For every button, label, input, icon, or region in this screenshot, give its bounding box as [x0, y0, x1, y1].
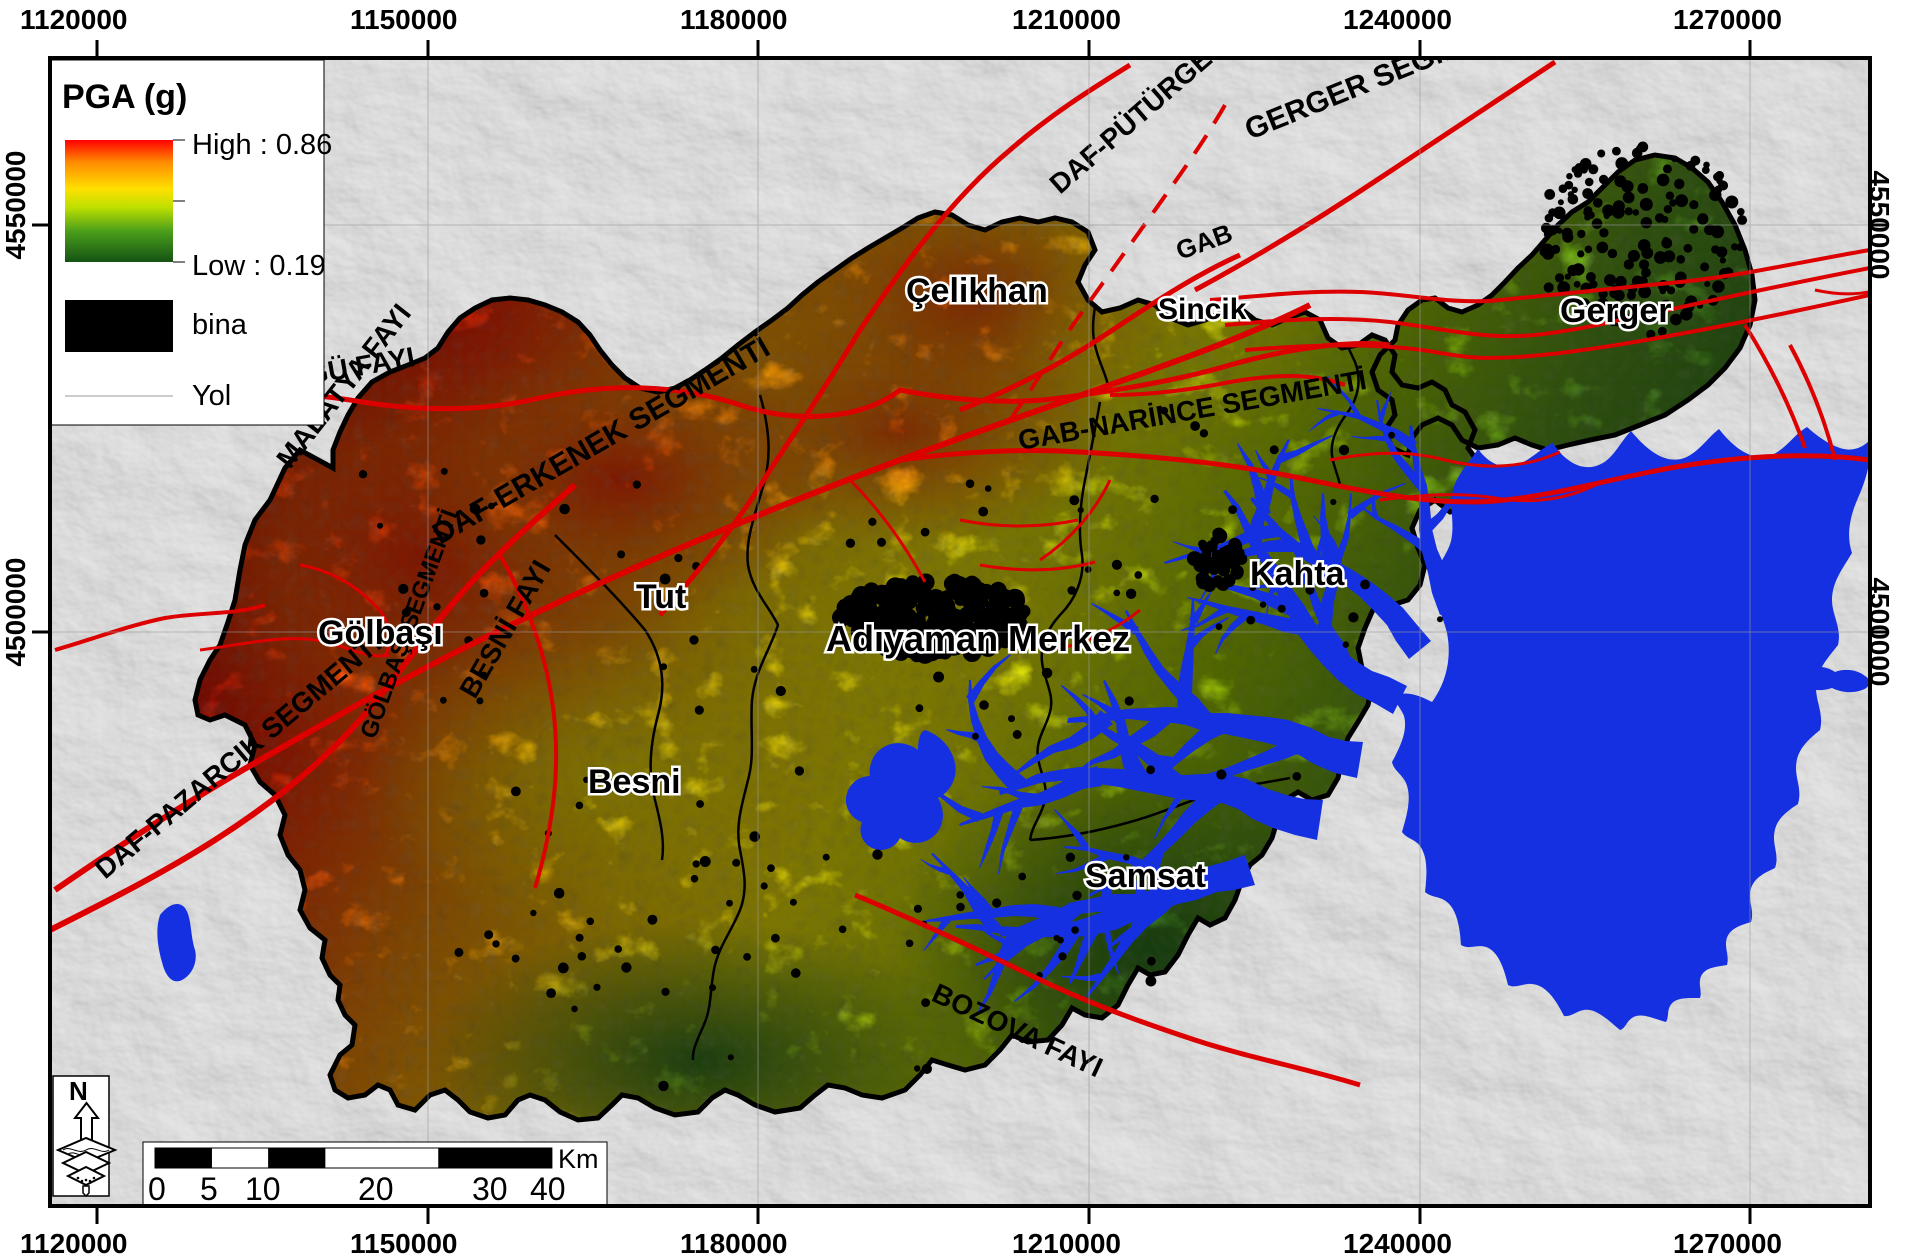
- svg-text:bina: bina: [192, 309, 248, 341]
- svg-text:Yol: Yol: [192, 380, 231, 412]
- svg-text:40: 40: [530, 1171, 566, 1207]
- svg-text:10: 10: [245, 1171, 281, 1207]
- svg-text:30: 30: [472, 1171, 508, 1207]
- svg-text:0: 0: [148, 1171, 166, 1207]
- svg-text:Km: Km: [558, 1144, 599, 1174]
- svg-text:N: N: [69, 1076, 88, 1106]
- svg-text:High : 0.86: High : 0.86: [192, 129, 332, 161]
- svg-text:PGA (g): PGA (g): [62, 78, 187, 116]
- svg-text:Low : 0.19: Low : 0.19: [192, 250, 326, 282]
- svg-text:20: 20: [358, 1171, 394, 1207]
- svg-text:5: 5: [200, 1171, 218, 1207]
